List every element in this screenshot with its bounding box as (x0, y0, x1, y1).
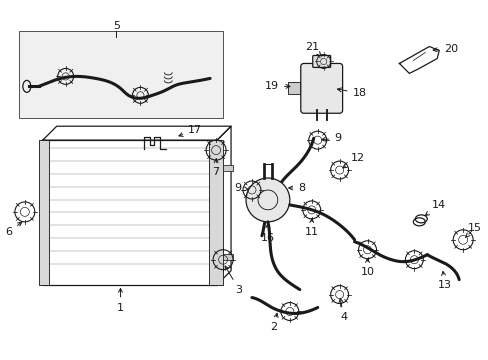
Bar (223, 165, 233, 171)
Text: 9: 9 (321, 133, 341, 143)
Bar (19, 31, 223, 118)
Bar (287, 82, 299, 94)
Bar (39, 140, 49, 285)
Text: 13: 13 (437, 271, 451, 289)
Text: 8: 8 (288, 183, 305, 193)
Bar (42, 140, 217, 285)
Text: 3: 3 (224, 266, 242, 294)
Text: 5: 5 (113, 21, 120, 31)
Text: 14: 14 (425, 200, 446, 216)
Text: 11: 11 (304, 219, 318, 237)
Text: 18: 18 (337, 88, 366, 98)
Text: 15: 15 (465, 223, 481, 238)
FancyBboxPatch shape (312, 55, 330, 67)
Text: 12: 12 (342, 153, 364, 168)
Text: 1: 1 (117, 288, 124, 312)
Text: 10: 10 (360, 258, 374, 276)
Text: 20: 20 (432, 44, 457, 54)
Circle shape (245, 178, 289, 222)
Text: 19: 19 (264, 81, 289, 91)
FancyBboxPatch shape (300, 63, 342, 113)
Bar (209, 140, 223, 285)
Text: 9: 9 (234, 183, 247, 193)
Bar (223, 254, 233, 260)
Text: 17: 17 (179, 125, 202, 136)
Text: 2: 2 (270, 313, 278, 332)
Text: 6: 6 (5, 222, 22, 237)
Text: 16: 16 (261, 224, 274, 243)
Text: 4: 4 (338, 298, 346, 323)
Text: 7: 7 (212, 159, 219, 177)
Text: 21: 21 (304, 41, 321, 56)
